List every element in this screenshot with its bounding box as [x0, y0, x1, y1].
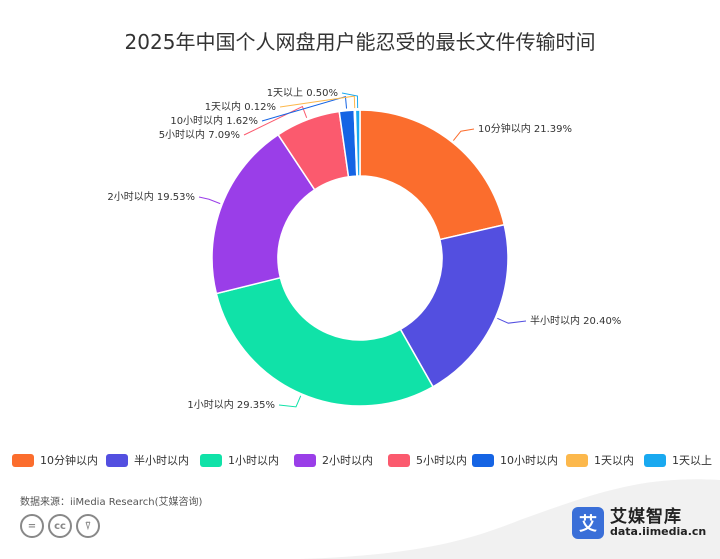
leader-line-8: [341, 92, 359, 109]
legend-label-3: 1小时以内: [228, 454, 279, 467]
legend-swatch-2: [106, 453, 128, 467]
leader-line-5: [243, 105, 308, 136]
legend-swatch-7: [566, 453, 588, 467]
legend-item-1: 10分钟以内: [12, 450, 98, 470]
slice-label-2: 半小时以内 20.40%: [530, 314, 621, 327]
leader-line-4: [198, 196, 221, 205]
donut-slice-8: [354, 109, 361, 177]
donut-slice-1: [359, 109, 506, 241]
legend-swatch-6: [472, 453, 494, 467]
leader-line-3: [278, 395, 302, 408]
equal-icon: =: [20, 514, 44, 538]
slice-label-1: 10分钟以内 21.39%: [478, 122, 572, 135]
legend-label-5: 5小时以内: [416, 454, 467, 467]
legend-swatch-4: [294, 453, 316, 467]
legend-item-3: 1小时以内: [200, 450, 279, 470]
donut-slice-3: [215, 276, 435, 407]
brand-url: data.iimedia.cn: [610, 525, 707, 539]
brand-name: 艾媒智库: [610, 506, 682, 527]
leader-line-2: [497, 317, 527, 324]
license-icons: = cc ⍢: [20, 514, 100, 538]
legend-swatch-1: [12, 453, 34, 467]
person-icon: ⍢: [76, 514, 100, 538]
chart-legend: 10分钟以内 半小时以内 1小时以内 2小时以内 5小时以内 10小时以内 1天以内 1天以上: [0, 450, 720, 470]
chart-title: 2025年中国个人网盘用户能忍受的最长文件传输时间: [124, 30, 596, 54]
legend-swatch-8: [644, 453, 666, 467]
cc-icon: cc: [48, 514, 72, 538]
donut-chart: 10分钟以内 21.39% 半小时以内 20.40% 1小时以内 29.35% 2小时…: [107, 87, 621, 411]
brand: 艾 艾媒智库 data.iimedia.cn: [572, 507, 706, 539]
leader-line-1: [452, 128, 475, 141]
brand-logo: 艾: [572, 507, 604, 539]
slice-label-3: 1小时以内 29.35%: [187, 398, 275, 411]
slice-label-4: 2小时以内 19.53%: [107, 190, 195, 203]
legend-item-2: 半小时以内: [106, 450, 189, 470]
slice-label-5: 5小时以内 7.09%: [159, 128, 240, 141]
slice-label-7: 1天以内 0.12%: [205, 100, 276, 113]
legend-swatch-5: [388, 453, 410, 467]
leader-line-6: [261, 96, 348, 122]
legend-swatch-3: [200, 453, 222, 467]
slice-label-6: 10小时以内 1.62%: [170, 114, 258, 127]
legend-item-6: 10小时以内: [472, 450, 558, 470]
legend-item-7: 1天以内: [566, 450, 634, 470]
slice-label-8: 1天以上 0.50%: [267, 87, 338, 99]
leader-line-7: [279, 95, 356, 109]
donut-slice-2: [399, 223, 509, 388]
legend-item-8: 1天以上: [644, 450, 712, 470]
legend-label-2: 半小时以内: [134, 454, 189, 467]
legend-item-5: 5小时以内: [388, 450, 467, 470]
footer-wave: [0, 479, 720, 559]
legend-label-6: 10小时以内: [500, 454, 558, 467]
legend-label-1: 10分钟以内: [40, 454, 98, 467]
data-source: 数据来源：iiMedia Research(艾媒咨询): [20, 497, 203, 508]
legend-item-4: 2小时以内: [294, 450, 373, 470]
legend-label-4: 2小时以内: [322, 454, 373, 467]
legend-label-7: 1天以内: [594, 454, 634, 467]
legend-label-8: 1天以上: [672, 454, 712, 467]
